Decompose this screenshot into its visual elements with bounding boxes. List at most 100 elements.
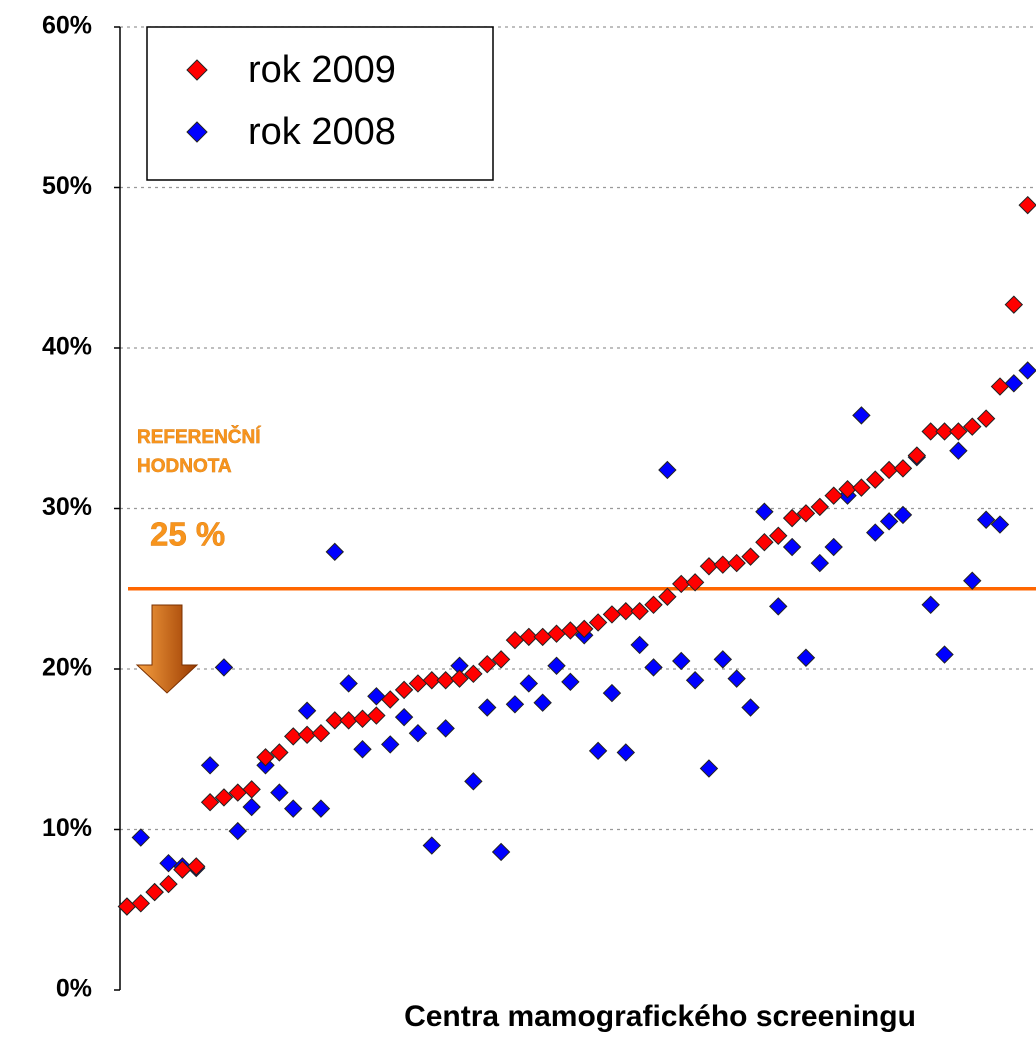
point	[242, 780, 261, 799]
annotation: REFERENČNÍ	[137, 426, 261, 448]
marks	[117, 195, 1036, 916]
point	[602, 683, 622, 703]
point	[1004, 374, 1024, 393]
point	[561, 672, 580, 692]
point	[533, 627, 552, 647]
point	[630, 602, 649, 621]
point	[990, 515, 1010, 534]
point	[214, 788, 234, 807]
legend-label: rok 2008	[248, 111, 396, 153]
y-tick-label: 0%	[56, 975, 92, 1003]
point	[769, 597, 788, 616]
point	[311, 723, 331, 743]
point	[187, 857, 206, 876]
point	[394, 680, 414, 700]
point	[949, 422, 968, 441]
point	[325, 542, 345, 562]
point	[270, 783, 289, 802]
point	[672, 651, 691, 671]
point	[242, 797, 261, 817]
legend-label: rok 2009	[248, 49, 396, 91]
point	[949, 441, 968, 460]
reference-label: 25 %	[150, 516, 225, 553]
point	[381, 735, 400, 754]
point	[547, 624, 566, 643]
point	[838, 480, 857, 499]
point	[228, 821, 247, 841]
point	[963, 417, 982, 436]
point	[394, 707, 414, 727]
point	[339, 711, 358, 730]
point	[159, 853, 178, 873]
point	[519, 674, 539, 693]
point	[561, 621, 580, 640]
point	[616, 602, 636, 621]
point	[727, 669, 746, 688]
point	[893, 459, 913, 478]
point	[893, 505, 913, 525]
point	[200, 793, 220, 812]
point	[630, 635, 649, 655]
point	[796, 648, 816, 667]
point	[491, 650, 511, 669]
point	[824, 486, 843, 505]
point	[145, 882, 164, 902]
point	[921, 595, 940, 615]
point	[450, 669, 469, 688]
point	[464, 664, 483, 684]
point	[325, 711, 345, 730]
point	[741, 698, 760, 717]
point	[976, 510, 996, 529]
point	[1018, 361, 1036, 380]
point	[131, 828, 150, 847]
point	[796, 504, 816, 523]
point	[824, 537, 843, 557]
point	[976, 409, 996, 428]
point	[866, 470, 885, 489]
point	[685, 573, 705, 592]
y-tick-label: 50%	[42, 172, 92, 200]
point	[713, 555, 733, 574]
point	[367, 687, 386, 706]
point	[1018, 195, 1036, 215]
point	[422, 671, 442, 690]
legend-box	[146, 26, 494, 181]
point	[214, 658, 234, 677]
point	[879, 512, 899, 531]
point	[658, 460, 677, 480]
point	[810, 553, 830, 573]
y-tick-label: 40%	[42, 333, 92, 361]
point	[658, 587, 677, 606]
point	[491, 842, 511, 862]
point	[436, 719, 455, 738]
point	[505, 630, 525, 650]
grid	[114, 26, 1036, 991]
point	[921, 422, 940, 441]
point	[284, 727, 303, 746]
point	[200, 756, 220, 775]
point	[367, 706, 386, 725]
point	[616, 743, 636, 762]
point	[963, 571, 982, 590]
point	[478, 654, 497, 674]
point	[907, 446, 927, 465]
point	[644, 595, 663, 615]
point	[297, 725, 317, 745]
point	[533, 693, 552, 712]
point	[741, 547, 760, 566]
y-tick-label: 30%	[42, 493, 92, 521]
legend: rok 2009 rok 2008	[146, 26, 494, 181]
point	[879, 460, 899, 480]
point	[810, 497, 830, 517]
point	[755, 502, 774, 521]
legend-marker	[186, 121, 208, 143]
point	[672, 574, 691, 594]
point	[935, 422, 954, 441]
point	[727, 553, 746, 573]
point	[422, 836, 442, 855]
point	[699, 557, 719, 576]
point	[131, 894, 150, 913]
point	[478, 698, 497, 717]
legend-marker	[186, 59, 208, 81]
